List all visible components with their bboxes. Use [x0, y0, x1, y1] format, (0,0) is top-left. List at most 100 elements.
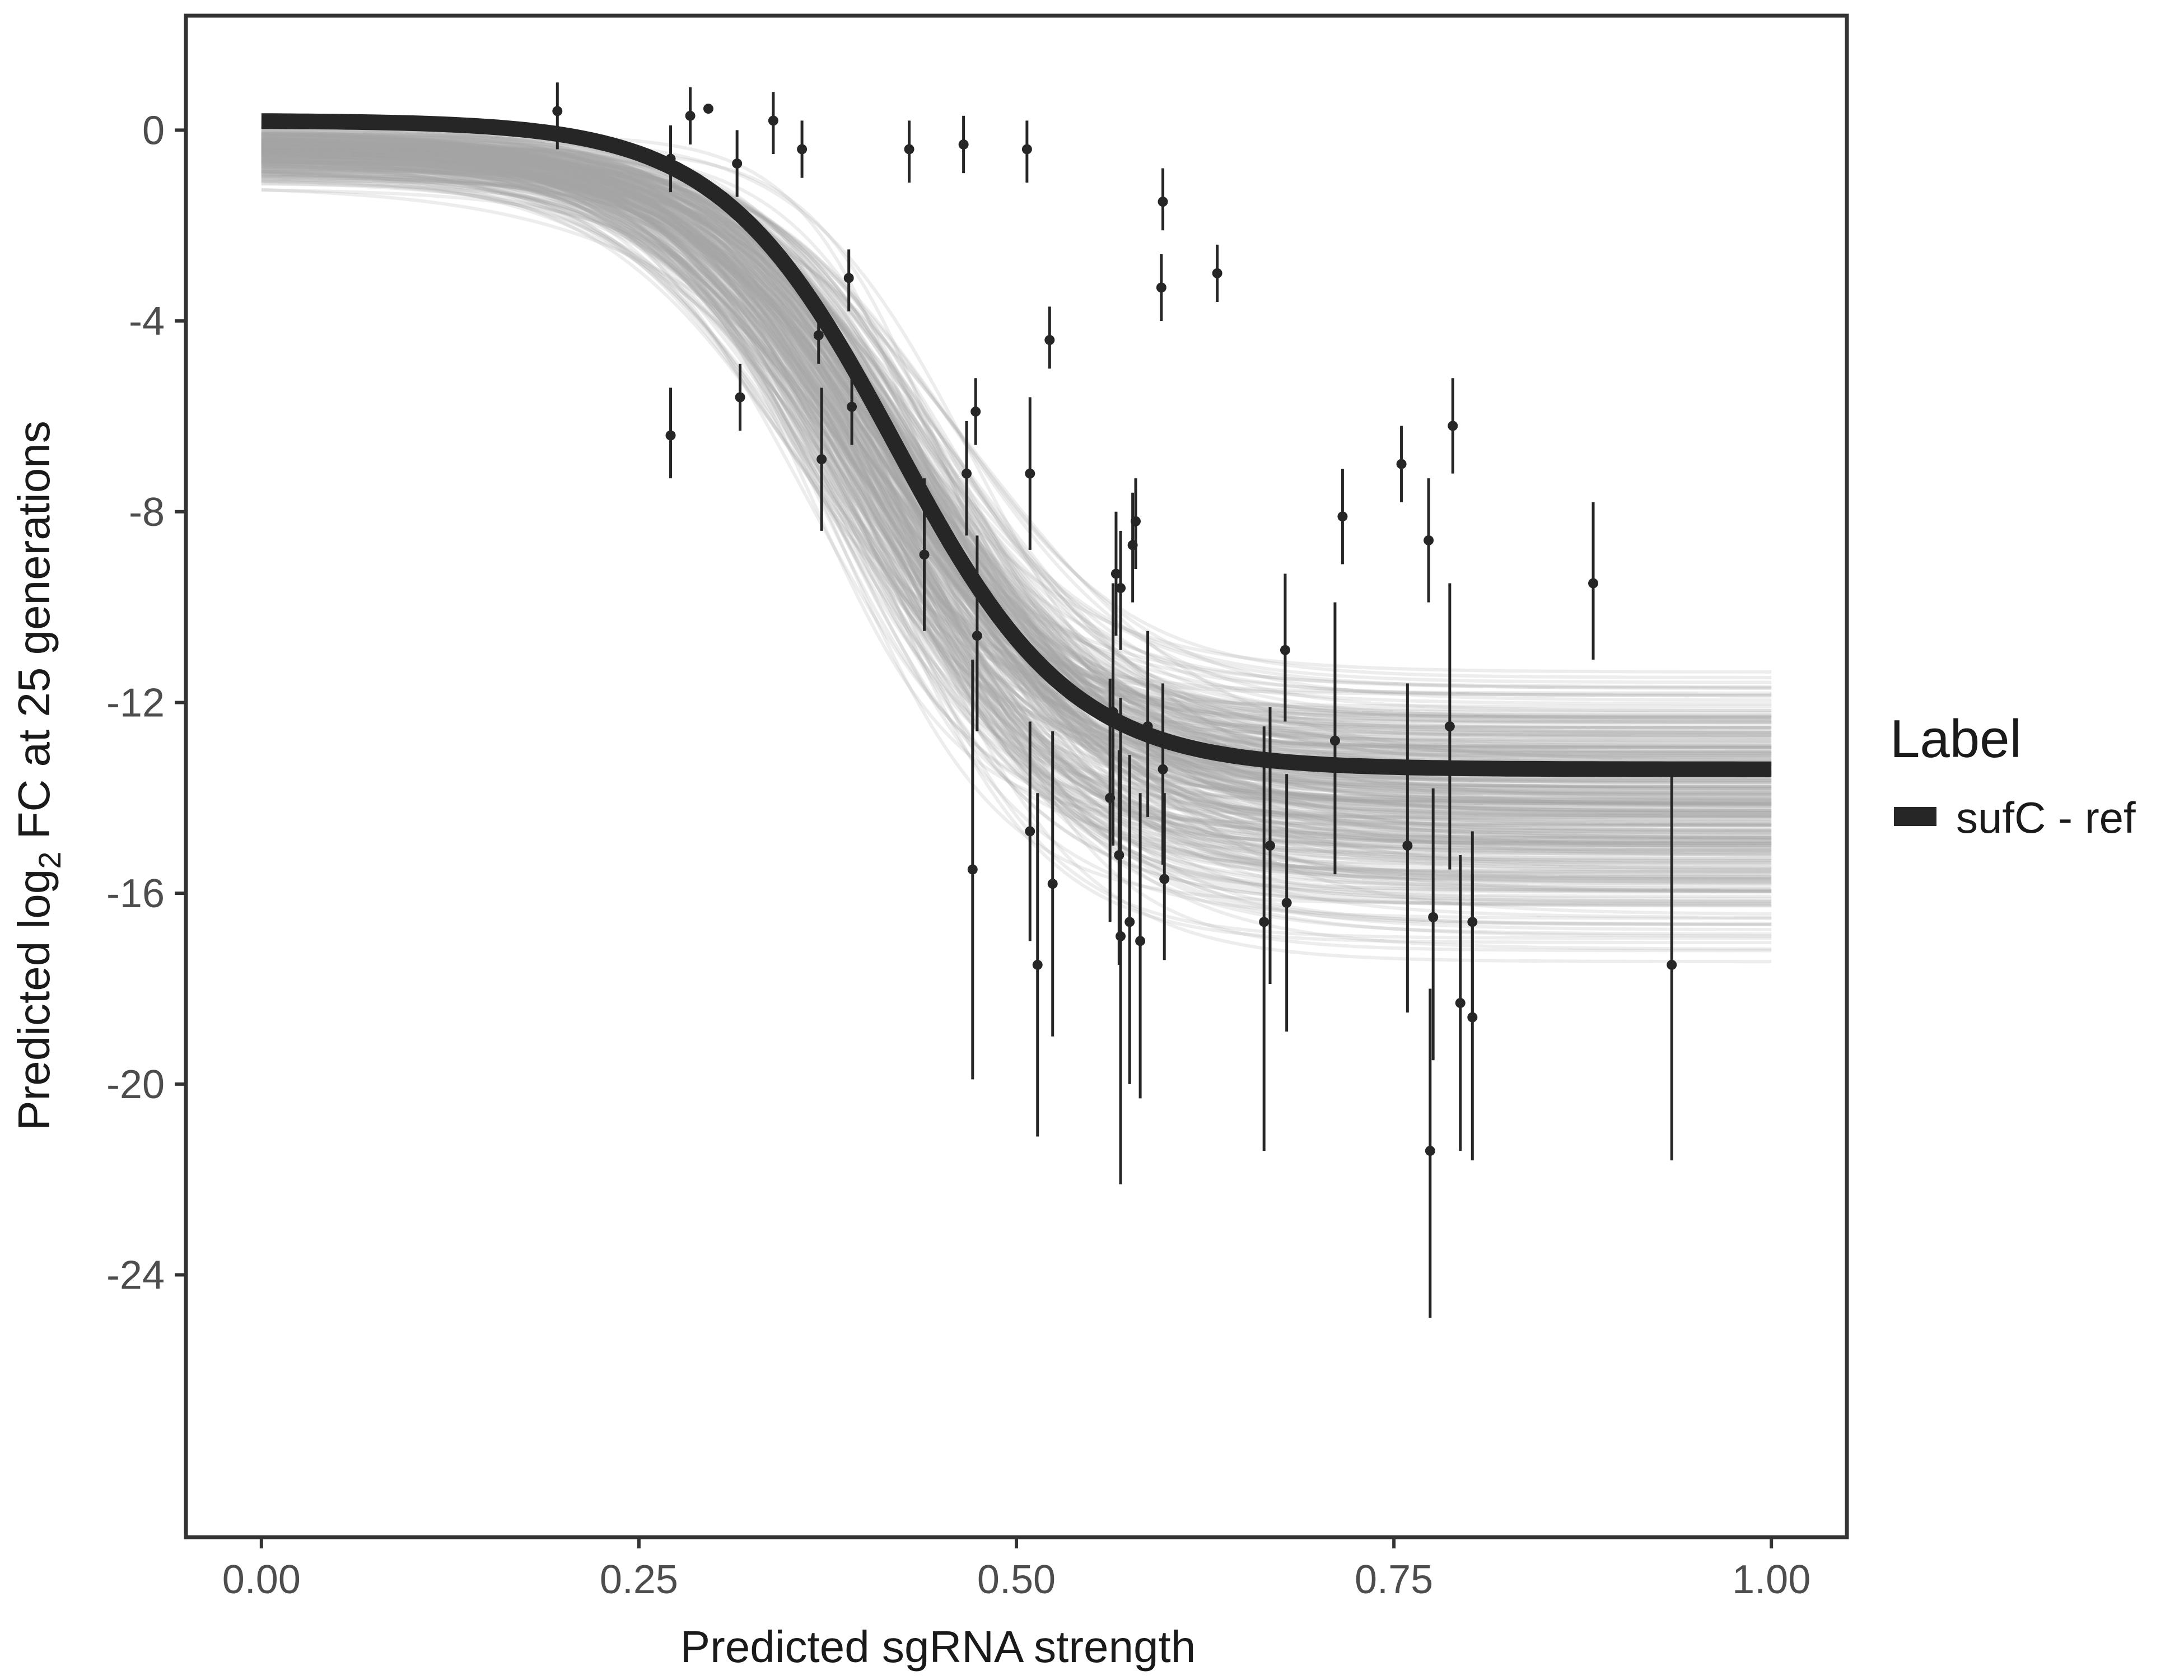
- point-marker: [1396, 459, 1407, 469]
- posterior-draw-line: [261, 149, 1772, 788]
- posterior-draw-line: [261, 148, 1772, 758]
- posterior-draw-line: [261, 134, 1772, 788]
- posterior-draw-line: [261, 137, 1772, 718]
- data-point: [919, 478, 930, 631]
- posterior-draw-line: [261, 152, 1772, 802]
- posterior-draw-line: [261, 149, 1772, 843]
- posterior-draw-line: [261, 139, 1772, 812]
- posterior-draw-line: [261, 137, 1772, 851]
- posterior-draw-line: [261, 149, 1772, 781]
- data-point: [665, 125, 676, 193]
- posterior-draw-line: [261, 150, 1772, 818]
- data-point: [1116, 530, 1126, 650]
- posterior-draw-line: [261, 142, 1772, 857]
- posterior-draw-line: [261, 150, 1772, 840]
- posterior-draw-line: [261, 158, 1772, 748]
- posterior-draw-line: [261, 135, 1772, 874]
- posterior-draw-line: [261, 149, 1772, 813]
- posterior-draw-line: [261, 152, 1772, 964]
- posterior-draw-line: [261, 165, 1772, 755]
- posterior-draw-line: [261, 179, 1772, 702]
- posterior-draw-line: [261, 158, 1772, 712]
- posterior-draw-line: [261, 165, 1772, 721]
- posterior-draw-line: [261, 139, 1772, 816]
- posterior-draw-line: [261, 174, 1772, 827]
- posterior-draw-line: [261, 150, 1772, 690]
- data-point: [1444, 583, 1455, 870]
- point-marker: [1467, 1012, 1478, 1023]
- posterior-draw-line: [261, 164, 1772, 826]
- y-axis-title-suffix: FC at 25 generations: [9, 421, 59, 851]
- point-marker: [1444, 721, 1455, 732]
- posterior-draw-line: [261, 138, 1772, 719]
- data-point: [1424, 478, 1434, 603]
- posterior-draw-line: [261, 170, 1772, 804]
- posterior-draw-line: [261, 155, 1772, 796]
- point-marker: [1044, 335, 1055, 346]
- posterior-draw-line: [261, 130, 1772, 936]
- posterior-draw-line: [261, 146, 1772, 843]
- point-marker: [1142, 721, 1153, 732]
- posterior-draw-line: [261, 132, 1772, 690]
- data-point: [1212, 244, 1222, 302]
- posterior-draw-line: [261, 161, 1772, 940]
- posterior-draw-line: [261, 188, 1772, 814]
- data-point: [816, 388, 827, 531]
- posterior-draw-line: [261, 162, 1772, 808]
- posterior-draw-line: [261, 149, 1772, 876]
- point-marker: [1424, 535, 1434, 545]
- posterior-draw-line: [261, 145, 1772, 801]
- posterior-draw-line: [261, 151, 1772, 890]
- posterior-draw-line: [261, 161, 1772, 827]
- point-marker: [1448, 421, 1458, 431]
- posterior-draw-line: [261, 146, 1772, 885]
- data-points: [552, 82, 1677, 1318]
- posterior-draw-line: [261, 173, 1772, 870]
- posterior-draw-line: [261, 126, 1772, 804]
- posterior-draw-line: [261, 169, 1772, 827]
- posterior-draw-line: [261, 144, 1772, 841]
- posterior-draw-line: [261, 148, 1772, 754]
- posterior-draw-line: [261, 136, 1772, 845]
- posterior-draw-line: [261, 149, 1772, 816]
- data-point: [1110, 511, 1121, 636]
- posterior-draw-line: [261, 153, 1772, 786]
- posterior-draw-line: [261, 158, 1772, 723]
- posterior-draw-line: [261, 148, 1772, 788]
- y-tick-label: -20: [106, 1062, 165, 1107]
- posterior-draw-line: [261, 156, 1772, 679]
- point-marker: [552, 106, 563, 116]
- data-point: [1156, 254, 1166, 321]
- posterior-draw-line: [261, 142, 1772, 796]
- posterior-draw-line: [261, 144, 1772, 806]
- point-marker: [1021, 144, 1032, 155]
- y-tick-label: -16: [106, 871, 165, 916]
- point-marker: [1280, 645, 1290, 655]
- point-marker: [1281, 898, 1292, 908]
- posterior-draw-line: [261, 150, 1772, 881]
- posterior-draw-line: [261, 160, 1772, 758]
- x-tick-label: 0.75: [1355, 1557, 1433, 1602]
- data-point: [732, 130, 743, 197]
- posterior-draw-line: [261, 160, 1772, 715]
- point-marker: [1025, 826, 1035, 837]
- posterior-draw-line: [261, 151, 1772, 828]
- data-point: [552, 82, 563, 150]
- point-marker: [1667, 959, 1677, 970]
- posterior-draw-line: [261, 134, 1772, 845]
- point-marker: [1264, 841, 1275, 851]
- posterior-draw-line: [261, 160, 1772, 724]
- posterior-draw-line: [261, 143, 1772, 875]
- posterior-draw-line: [261, 148, 1772, 819]
- posterior-draw-line: [261, 143, 1772, 848]
- posterior-draw-line: [261, 143, 1772, 856]
- posterior-draw-line: [261, 151, 1772, 832]
- posterior-draw-line: [261, 135, 1772, 749]
- posterior-draw-line: [261, 133, 1772, 951]
- posterior-draw-line: [261, 143, 1772, 920]
- data-point: [972, 535, 982, 731]
- posterior-draw-line: [261, 160, 1772, 860]
- posterior-draw-line: [261, 153, 1772, 747]
- posterior-draw-line: [261, 139, 1772, 808]
- posterior-draw-line: [261, 141, 1772, 734]
